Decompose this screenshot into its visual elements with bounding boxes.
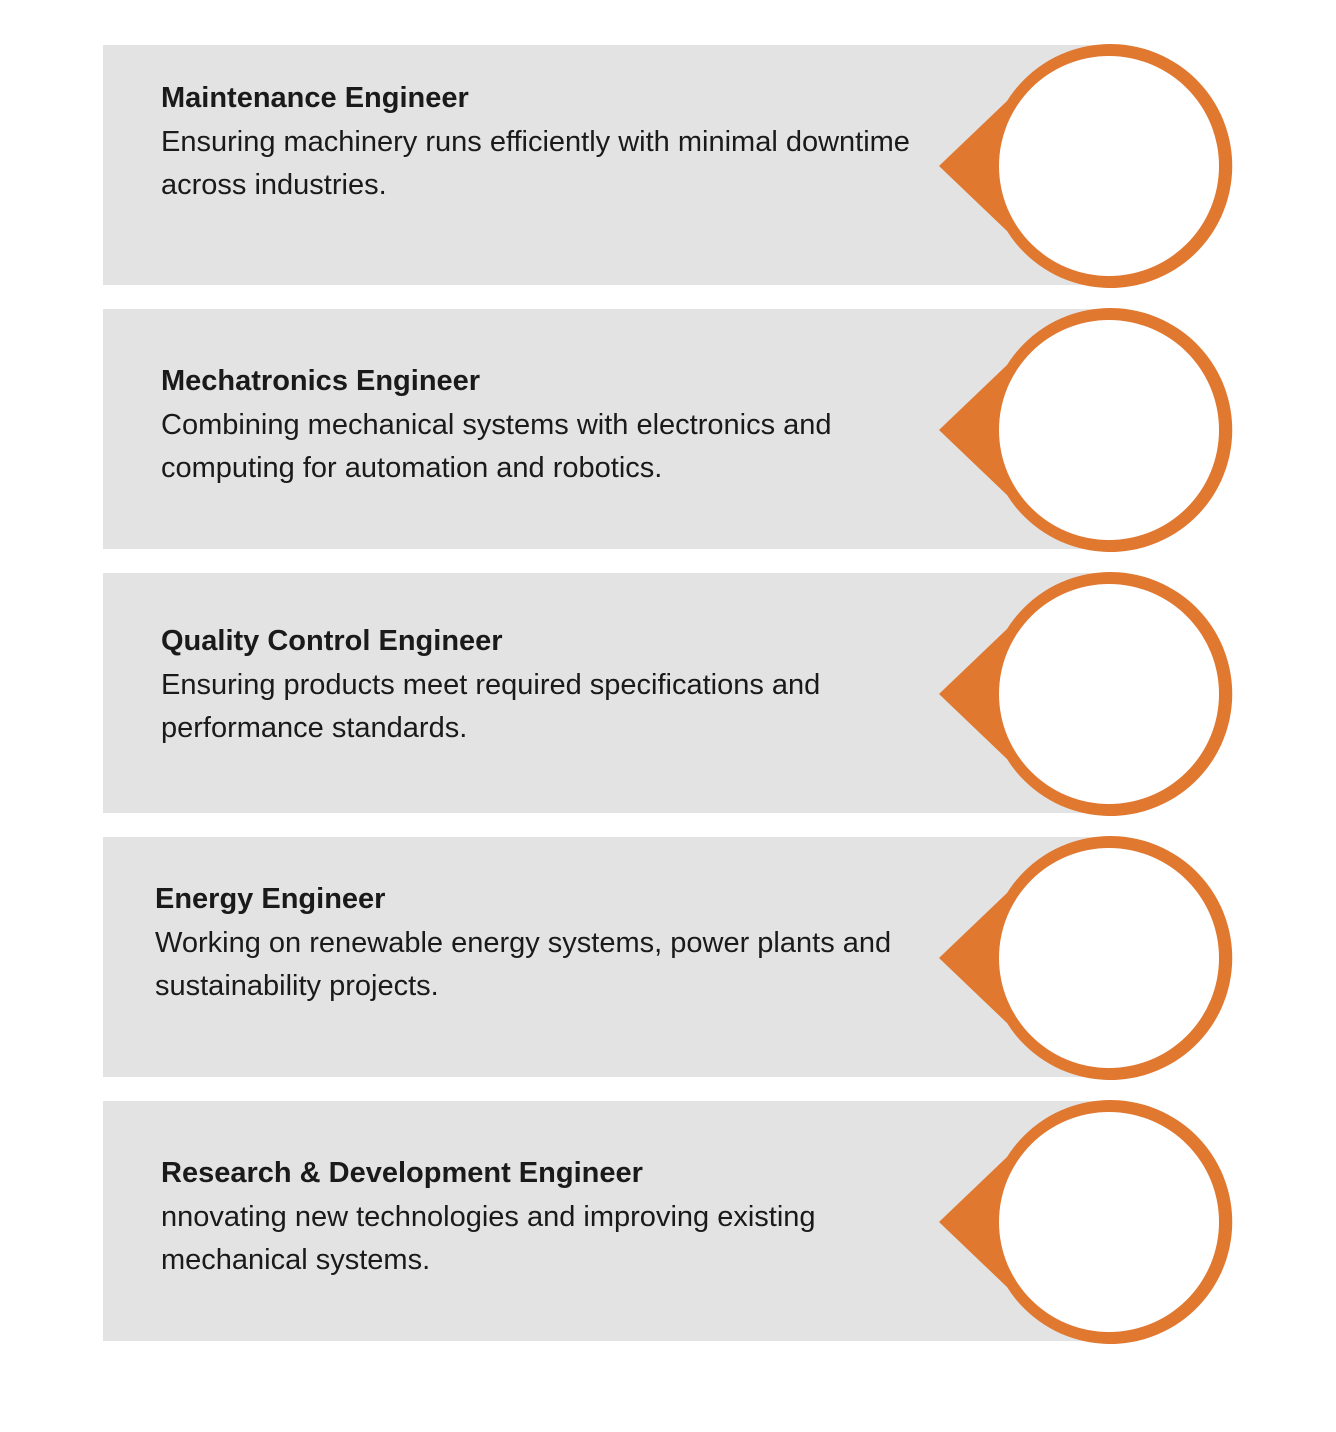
card-background (103, 837, 1103, 1077)
card-description: Combining mechanical systems with electr… (161, 409, 832, 484)
card-background (103, 309, 1103, 549)
card-description: Working on renewable energy systems, pow… (155, 927, 892, 1002)
card-title: Research & Development Engineer (161, 1157, 643, 1189)
card-text: Maintenance Engineer Ensuring machinery … (161, 81, 941, 207)
card-background (103, 45, 1103, 285)
card-title: Quality Control Engineer (161, 625, 503, 657)
career-card-research-development: Research & Development Engineer nnovatin… (103, 1100, 1233, 1344)
career-card-quality-control: Quality Control Engineer Ensuring produc… (103, 572, 1233, 816)
orange-circle-pointer-icon (939, 307, 1233, 552)
card-text: Quality Control Engineer Ensuring produc… (161, 624, 941, 750)
career-card-mechatronics: Mechatronics Engineer Combining mechanic… (103, 307, 1233, 552)
card-title: Energy Engineer (155, 883, 386, 915)
orange-circle-pointer-icon (939, 572, 1233, 816)
career-card-maintenance: Maintenance Engineer Ensuring machinery … (103, 43, 1233, 288)
card-title: Mechatronics Engineer (161, 365, 481, 397)
card-description: Ensuring products meet required specific… (161, 669, 821, 744)
card-background (103, 573, 1103, 813)
card-title: Maintenance Engineer (161, 82, 469, 114)
card-text: Research & Development Engineer nnovatin… (161, 1156, 941, 1282)
card-text: Mechatronics Engineer Combining mechanic… (161, 364, 941, 490)
card-description: Ensuring machinery runs efficiently with… (161, 126, 910, 201)
career-card-energy: Energy Engineer Working on renewable ene… (103, 836, 1233, 1080)
card-description: nnovating new technologies and improving… (161, 1201, 816, 1276)
orange-circle-pointer-icon (939, 43, 1233, 288)
orange-circle-pointer-icon (939, 836, 1233, 1080)
card-background (103, 1101, 1103, 1341)
card-text: Energy Engineer Working on renewable ene… (155, 882, 935, 1008)
orange-circle-pointer-icon (939, 1100, 1233, 1344)
